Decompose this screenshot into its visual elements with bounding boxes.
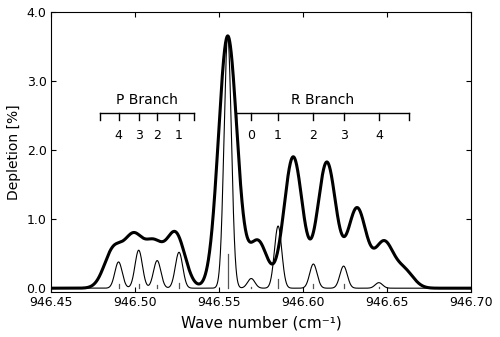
- Text: P Branch: P Branch: [116, 93, 178, 106]
- Text: 2: 2: [153, 129, 161, 142]
- Text: R Branch: R Branch: [291, 93, 354, 106]
- Text: 2: 2: [310, 129, 318, 142]
- Y-axis label: Depletion [%]: Depletion [%]: [7, 104, 21, 200]
- X-axis label: Wave number (cm⁻¹): Wave number (cm⁻¹): [181, 315, 342, 330]
- Text: 1: 1: [175, 129, 183, 142]
- Text: 4: 4: [114, 129, 122, 142]
- Text: 3: 3: [340, 129, 347, 142]
- Text: 0: 0: [247, 129, 255, 142]
- Text: 3: 3: [135, 129, 142, 142]
- Text: 4: 4: [375, 129, 383, 142]
- Text: 1: 1: [274, 129, 282, 142]
